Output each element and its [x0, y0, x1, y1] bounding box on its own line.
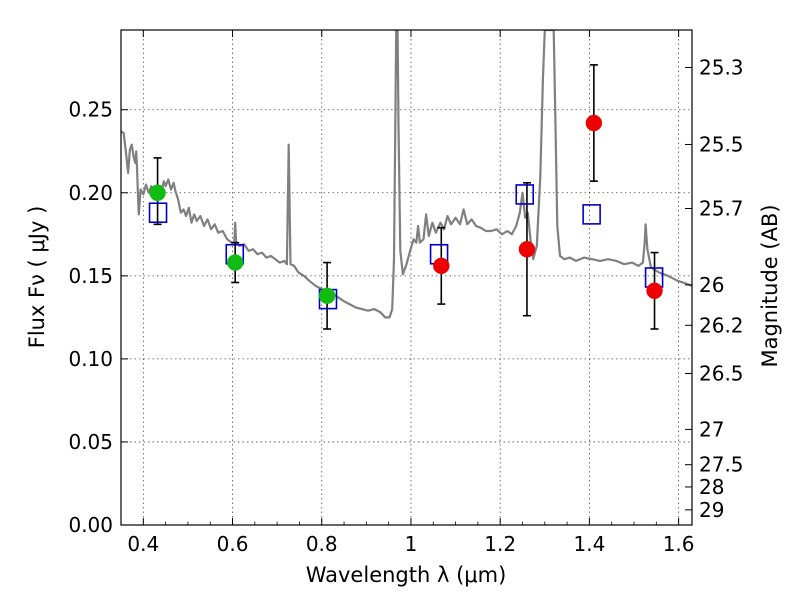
y-axis-right-label: Magnitude (AB) — [758, 204, 782, 367]
spectrum-line — [121, 30, 692, 319]
x-axis-label: Wavelength λ (μm) — [306, 563, 507, 587]
right-tick-label: 25.7 — [699, 196, 744, 220]
observed-point — [646, 282, 663, 300]
right-tick-label: 26 — [699, 273, 724, 297]
observed-point — [518, 241, 536, 258]
right-tick-label: 28 — [699, 475, 724, 499]
right-tick-label: 27 — [699, 417, 724, 441]
spectrum-series — [121, 30, 692, 319]
y-tick-label: 0.00 — [68, 513, 113, 537]
x-tick-label: 0.6 — [217, 532, 249, 556]
x-tick-label: 1.4 — [573, 532, 605, 556]
right-tick-label: 26.2 — [699, 313, 744, 337]
x-tick-label: 1.2 — [484, 532, 516, 556]
observed-point — [149, 184, 166, 202]
y-tick-label: 0.25 — [68, 98, 113, 122]
right-tick-label: 29 — [699, 498, 724, 522]
y-tick-label: 0.05 — [68, 430, 113, 454]
model-photometry-series — [148, 184, 664, 310]
observed-photometry-series — [149, 114, 663, 305]
y-tick-label: 0.20 — [68, 181, 113, 205]
right-tick-label: 26.5 — [699, 362, 744, 386]
y-tick-label: 0.10 — [68, 347, 113, 371]
error-bars — [153, 64, 659, 330]
plot-frame — [120, 29, 693, 526]
observed-point — [226, 254, 244, 271]
x-tick-label: 0.8 — [306, 532, 338, 556]
observed-point — [585, 114, 603, 132]
y-tick-label: 0.15 — [68, 264, 113, 288]
x-tick-label: 0.4 — [127, 532, 159, 556]
x-tick-label: 1 — [405, 532, 418, 556]
right-tick-label: 25.5 — [699, 132, 744, 156]
x-tick-label: 1.6 — [663, 532, 695, 556]
model-square-marker — [148, 202, 168, 224]
right-tick-label: 25.3 — [699, 56, 744, 80]
right-tick-label: 27.5 — [699, 453, 744, 477]
model-square-marker — [582, 204, 601, 225]
y-axis-label: Flux Fν ( μJy ) — [25, 206, 49, 349]
observed-point — [318, 287, 336, 305]
model-square-marker — [515, 184, 535, 205]
grid-lines — [121, 30, 692, 526]
axis-ticks: 0.4 0.6 0.8 1 1.2 1.4 1.6 0.00 0.05 0.10 0.15 0.20 0… — [68, 30, 744, 556]
observed-point — [433, 257, 450, 275]
